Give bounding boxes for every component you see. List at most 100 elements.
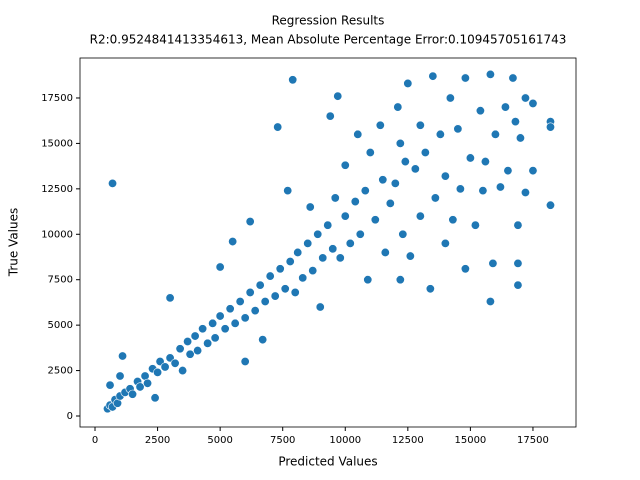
point — [355, 229, 365, 239]
point — [198, 324, 208, 334]
point — [250, 306, 260, 316]
point — [513, 280, 523, 290]
point — [335, 253, 345, 263]
point — [170, 358, 180, 368]
point — [475, 106, 485, 116]
point — [405, 251, 415, 261]
point — [363, 275, 373, 285]
point — [528, 98, 538, 108]
point — [510, 117, 520, 127]
y-tick-label: 0 — [67, 411, 73, 422]
point — [265, 271, 275, 281]
point — [455, 184, 465, 194]
point — [460, 73, 470, 83]
point — [340, 211, 350, 221]
point — [340, 160, 350, 170]
x-tick-label: 17500 — [517, 435, 549, 446]
point — [448, 215, 458, 225]
point — [293, 247, 303, 257]
x-tick-label: 10000 — [329, 435, 361, 446]
point — [150, 393, 160, 403]
point — [255, 280, 265, 290]
point — [105, 380, 115, 390]
point — [235, 297, 245, 307]
point — [298, 273, 308, 283]
point — [495, 182, 505, 192]
point — [183, 336, 193, 346]
point — [503, 166, 513, 176]
y-tick-label: 5000 — [48, 320, 73, 331]
point — [390, 178, 400, 188]
point — [115, 371, 125, 381]
point — [415, 211, 425, 221]
point — [313, 229, 323, 239]
point — [303, 238, 313, 248]
point — [445, 93, 455, 103]
point — [420, 147, 430, 157]
point — [305, 202, 315, 212]
point — [428, 71, 438, 81]
point — [315, 302, 325, 312]
point — [245, 217, 255, 227]
point — [400, 157, 410, 167]
point — [485, 297, 495, 307]
point — [465, 153, 475, 163]
point — [395, 138, 405, 148]
point — [160, 362, 170, 372]
point — [440, 171, 450, 181]
point — [398, 229, 408, 239]
point — [280, 284, 290, 294]
point — [283, 186, 293, 196]
point — [228, 237, 238, 247]
point — [333, 91, 343, 101]
point — [403, 78, 413, 88]
point — [360, 186, 370, 196]
point — [480, 157, 490, 167]
point — [425, 284, 435, 294]
point — [415, 120, 425, 130]
point — [275, 264, 285, 274]
point — [225, 304, 235, 314]
x-tick-label: 15000 — [454, 435, 486, 446]
point — [393, 102, 403, 112]
point — [230, 318, 240, 328]
point — [308, 266, 318, 276]
point — [513, 220, 523, 230]
point — [290, 287, 300, 297]
point — [220, 324, 230, 334]
point — [370, 215, 380, 225]
point — [345, 238, 355, 248]
point — [378, 175, 388, 185]
x-tick-label: 2500 — [145, 435, 170, 446]
y-tick-label: 17500 — [41, 93, 73, 104]
point — [128, 389, 138, 399]
point — [203, 338, 213, 348]
point — [108, 178, 118, 188]
point — [273, 122, 283, 132]
point — [508, 73, 518, 83]
y-tick-label: 12500 — [41, 184, 73, 195]
point — [193, 346, 203, 356]
point — [430, 193, 440, 203]
point — [478, 186, 488, 196]
x-tick-label: 0 — [92, 435, 98, 446]
point — [500, 102, 510, 112]
x-tick-label: 5000 — [207, 435, 232, 446]
y-tick-label: 2500 — [48, 366, 73, 377]
point — [240, 313, 250, 323]
point — [288, 75, 298, 85]
y-tick-label: 15000 — [41, 138, 73, 149]
point — [485, 69, 495, 79]
point — [515, 133, 525, 143]
point — [528, 166, 538, 176]
point — [365, 147, 375, 157]
point — [318, 253, 328, 263]
point — [143, 378, 153, 388]
point — [245, 287, 255, 297]
point — [545, 122, 555, 132]
point — [325, 111, 335, 121]
point — [435, 129, 445, 139]
chart-subtitle: R2:0.9524841413354613, Mean Absolute Per… — [90, 33, 567, 47]
